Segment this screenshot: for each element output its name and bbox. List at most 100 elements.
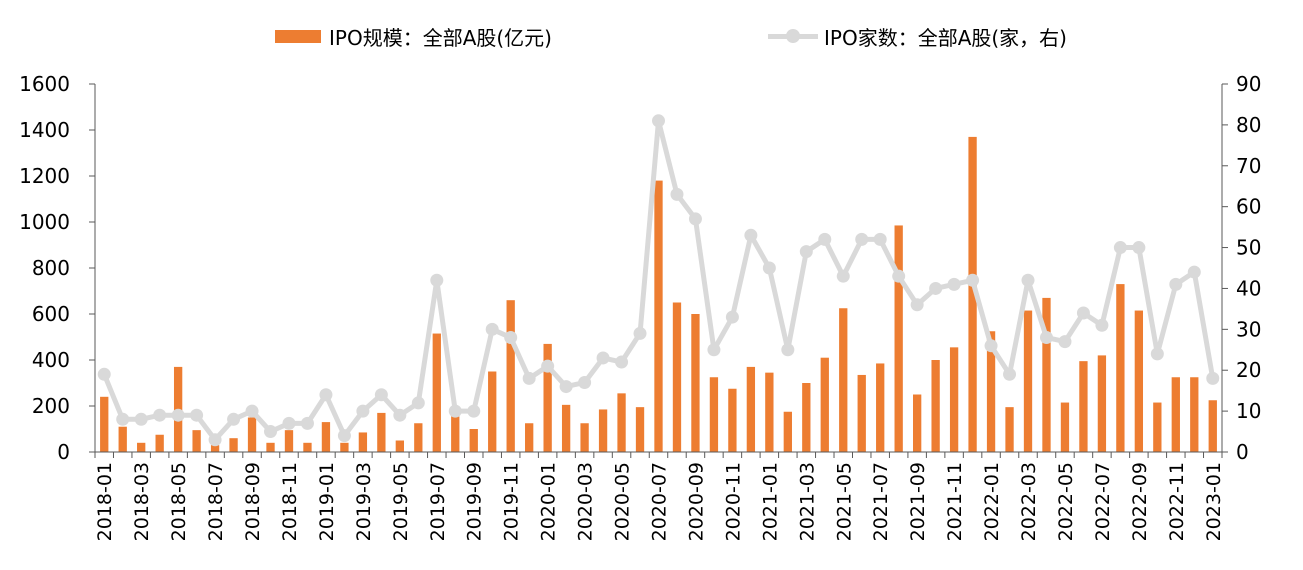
legend-bar-swatch bbox=[275, 29, 321, 43]
bar-2019-04 bbox=[377, 412, 386, 452]
legend-line: IPO家数：全部A股(家，右) bbox=[768, 22, 1067, 50]
y-right-tick-label: 50 bbox=[1236, 236, 1261, 260]
x-tick-label: 2018-11 bbox=[279, 462, 301, 541]
bar-2022-03 bbox=[1023, 310, 1033, 452]
axes: 0 200 400 600 800 1000 1200 1400 1600 0 10 20 30 40 50… bbox=[19, 72, 1261, 541]
bar-2020-08 bbox=[672, 302, 682, 452]
point-2019-09 bbox=[467, 404, 481, 418]
point-2022-02 bbox=[1003, 367, 1017, 381]
bar-2019-03 bbox=[358, 432, 368, 452]
point-2019-10 bbox=[485, 322, 499, 336]
bar-2021-03 bbox=[802, 383, 811, 452]
bar-2019-10 bbox=[488, 371, 497, 452]
point-2018-04 bbox=[153, 408, 167, 422]
bar-2022-09 bbox=[1134, 310, 1144, 452]
point-2021-07 bbox=[873, 232, 887, 246]
bar-2021-08 bbox=[894, 225, 903, 452]
point-2022-04 bbox=[1039, 331, 1053, 345]
point-2021-05 bbox=[836, 269, 850, 283]
point-2020-05 bbox=[615, 355, 629, 369]
x-tick-label: 2021-05 bbox=[833, 462, 855, 541]
bar-2018-06 bbox=[192, 430, 201, 452]
point-2020-10 bbox=[707, 343, 721, 357]
y-left-tick-label: 0 bbox=[57, 440, 70, 464]
x-tick-label: 2018-01 bbox=[94, 462, 116, 541]
y-right-tick-label: 30 bbox=[1236, 317, 1261, 341]
legend-line-swatch bbox=[768, 23, 818, 49]
y-right-tick-label: 20 bbox=[1236, 358, 1261, 382]
point-2020-06 bbox=[633, 326, 647, 340]
x-tick-label: 2019-01 bbox=[316, 462, 338, 541]
y-left-tick-label: 1200 bbox=[19, 164, 70, 188]
bar-2021-05 bbox=[839, 308, 848, 452]
bar-2019-06 bbox=[414, 423, 423, 452]
point-2022-05 bbox=[1058, 335, 1072, 349]
y-right-tick-label: 80 bbox=[1236, 113, 1261, 137]
y-left-tick-label: 200 bbox=[32, 394, 70, 418]
point-2018-06 bbox=[190, 408, 204, 422]
point-2022-12 bbox=[1187, 265, 1201, 279]
point-2020-09 bbox=[688, 212, 702, 226]
point-2019-05 bbox=[393, 408, 407, 422]
point-2018-09 bbox=[245, 404, 259, 418]
point-2019-08 bbox=[448, 404, 462, 418]
x-tick-label: 2023-01 bbox=[1203, 462, 1225, 541]
point-2021-09 bbox=[910, 298, 924, 312]
x-tick-label: 2019-11 bbox=[501, 462, 523, 541]
x-tick-label: 2019-09 bbox=[464, 462, 486, 541]
bar-2018-08 bbox=[229, 438, 238, 452]
point-2021-03 bbox=[799, 245, 813, 259]
x-tick-label: 2022-01 bbox=[981, 462, 1003, 541]
y-right-tick-label: 90 bbox=[1236, 72, 1261, 96]
y-left-tick-label: 600 bbox=[32, 302, 70, 326]
x-tick-label: 2018-03 bbox=[131, 462, 153, 541]
point-2022-08 bbox=[1113, 241, 1127, 255]
x-tick-label: 2018-05 bbox=[168, 462, 190, 541]
point-2018-03 bbox=[134, 412, 148, 426]
point-2018-02 bbox=[116, 412, 130, 426]
bar-2021-04 bbox=[820, 357, 829, 452]
point-2022-11 bbox=[1169, 277, 1183, 291]
bar-2021-02 bbox=[783, 411, 792, 452]
point-2019-12 bbox=[522, 371, 536, 385]
point-2022-09 bbox=[1132, 241, 1146, 255]
x-tick-label: 2020-09 bbox=[685, 462, 707, 541]
point-2020-03 bbox=[578, 375, 592, 389]
x-tick-label: 2019-03 bbox=[353, 462, 375, 541]
bar-2018-03 bbox=[137, 442, 146, 452]
x-tick-label: 2022-11 bbox=[1166, 462, 1188, 541]
bar-2021-10 bbox=[931, 360, 940, 452]
bar-2019-05 bbox=[395, 440, 404, 452]
bar-2020-05 bbox=[617, 393, 626, 452]
x-tick-label: 2018-09 bbox=[242, 462, 264, 541]
point-2020-01 bbox=[541, 359, 555, 373]
bar-2022-08 bbox=[1116, 284, 1125, 452]
x-tick-label: 2018-07 bbox=[205, 462, 227, 541]
bar-2019-09 bbox=[469, 429, 478, 452]
bar-2020-09 bbox=[691, 314, 700, 452]
point-2021-12 bbox=[966, 273, 980, 287]
x-tick-label: 2019-05 bbox=[390, 462, 412, 541]
point-2019-11 bbox=[504, 331, 518, 345]
bar-2018-07 bbox=[210, 445, 220, 452]
x-tick-label: 2020-01 bbox=[538, 462, 560, 541]
y-right-tick-label: 40 bbox=[1236, 276, 1261, 300]
bar-2022-01 bbox=[986, 331, 996, 452]
x-tick-label: 2020-11 bbox=[722, 462, 744, 541]
x-tick-label: 2021-11 bbox=[944, 462, 966, 541]
x-tick-label: 2020-07 bbox=[649, 462, 671, 541]
point-2019-04 bbox=[374, 388, 388, 402]
bar-2020-02 bbox=[561, 404, 571, 452]
y-right-tick-label: 60 bbox=[1236, 195, 1261, 219]
y-left-tick-label: 1600 bbox=[19, 72, 70, 96]
point-2021-01 bbox=[762, 261, 776, 275]
point-2018-10 bbox=[264, 425, 278, 439]
x-tick-label: 2020-03 bbox=[575, 462, 597, 541]
bar-2022-10 bbox=[1153, 402, 1162, 452]
bar-2018-12 bbox=[303, 442, 312, 452]
line-series bbox=[97, 114, 1220, 447]
y-right-tick-label: 10 bbox=[1236, 399, 1261, 423]
y-left-tick-label: 800 bbox=[32, 256, 70, 280]
x-tick-label: 2022-03 bbox=[1018, 462, 1040, 541]
